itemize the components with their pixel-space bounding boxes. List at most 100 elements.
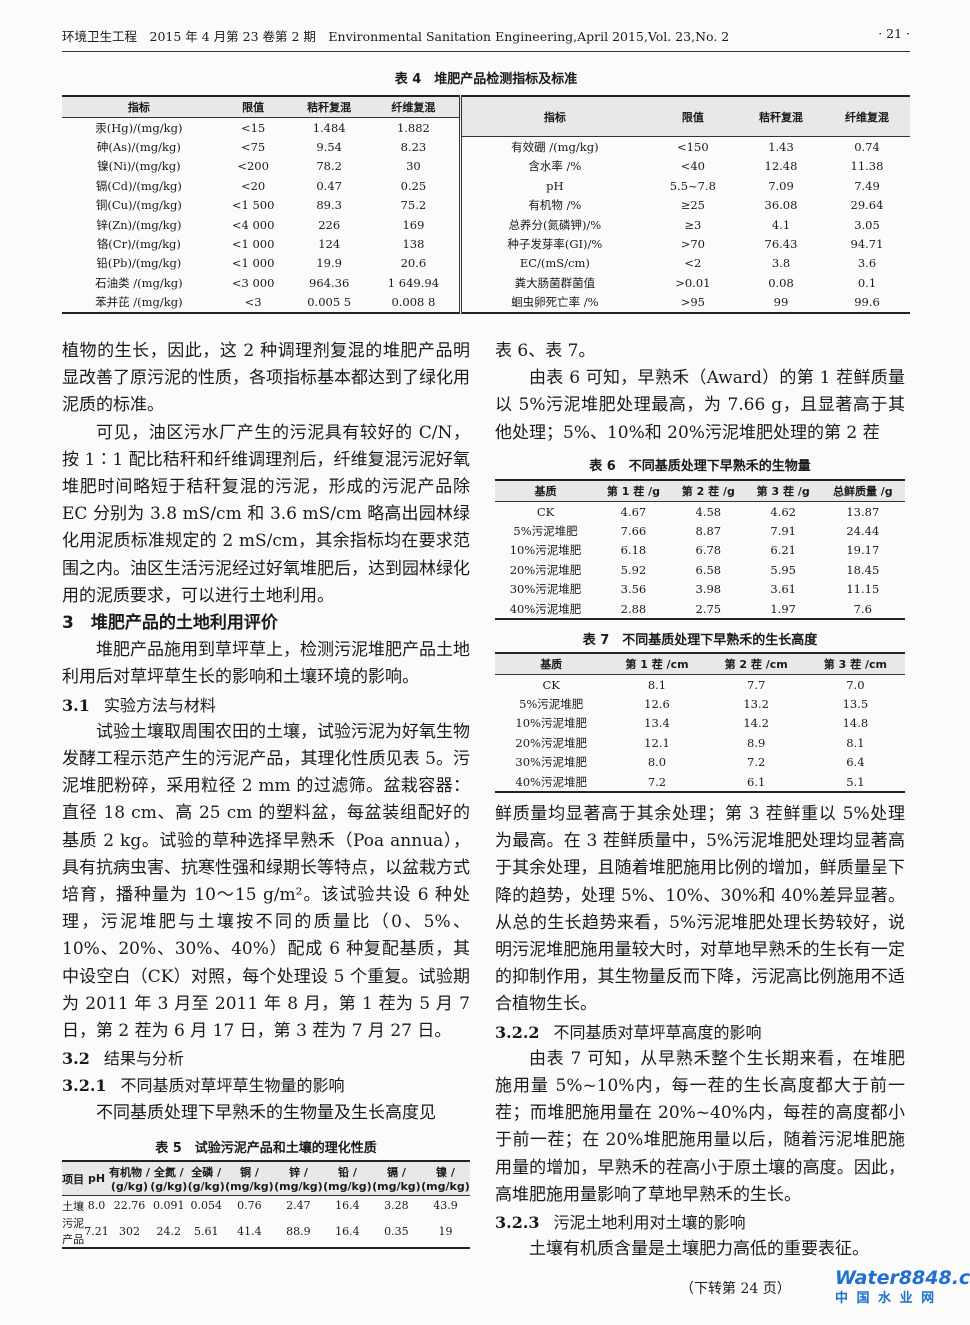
- column-header: 秸秆复混: [738, 96, 824, 138]
- column-header: 纤维复混: [367, 96, 461, 118]
- table-cell: <20: [240, 178, 266, 193]
- table-cell: 铬(Cr)/(mg/kg): [96, 237, 181, 252]
- table-cell: 6.1: [747, 774, 766, 789]
- table-cell: 苯并芘 /(mg/kg): [95, 295, 183, 310]
- table-row: 含水率 /% <40 12.48 11.38: [462, 157, 910, 176]
- right-column-top: 表 6、表 7。 由表 6 可知，早熟禾（Award）的第 1 茬鲜质量以 5%…: [495, 338, 905, 447]
- table-header-row: 指标 限值 秸秆复混 纤维复混: [62, 96, 461, 118]
- section-heading: 3 堆肥产品的土地利用评价: [62, 613, 278, 634]
- table-cell: <40: [680, 159, 705, 174]
- subsection-heading: 3.2.2 不同基质对草坪草高度的影响: [495, 1019, 905, 1046]
- table-cell: 5.61: [193, 1224, 219, 1238]
- table-cell: 7.66: [620, 524, 647, 539]
- heading-number: 3.1: [62, 695, 90, 715]
- table-row: 镉(Cd)/(mg/kg) <20 0.47 0.25: [62, 176, 461, 195]
- table-row: 20%污泥堆肥 12.1 8.9 8.1: [495, 733, 905, 752]
- table-cell: >0.01: [675, 275, 711, 290]
- table-cell: 14.8: [842, 716, 869, 731]
- table-cell: 0.25: [400, 178, 427, 193]
- table-cell: 6.58: [695, 562, 722, 577]
- column-header: 指标: [62, 96, 216, 118]
- right-column-bottom: 鲜质量均显著高于其余处理；第 3 茬鲜重以 5%处理为最高。在 3 茬鲜质量中，…: [495, 801, 905, 1263]
- table-cell: 3.05: [854, 217, 880, 232]
- table-cell: 30%污泥堆肥: [509, 582, 582, 597]
- table-cell: CK: [536, 504, 555, 519]
- table-cell: pH: [546, 178, 564, 193]
- table-cell: 0.74: [854, 140, 880, 155]
- table-header-row: 项目 pH 有机物 / (g/kg) 全氮 / (g/kg) 全磷 / (g/kg) 铜 …: [62, 1161, 470, 1196]
- table-header-row: 基质第 1 茬 /g 第 2 茬 /g 第 3 茬 /g 总鲜质量 /g: [495, 480, 905, 502]
- column-header: 基质: [495, 480, 597, 502]
- table-cell: 0.054: [190, 1199, 222, 1213]
- column-header: 全氮 / (g/kg): [150, 1161, 188, 1196]
- continued-note: （下转第 24 页）: [680, 1281, 791, 1297]
- table-cell: 16.4: [335, 1224, 360, 1238]
- table-cell: 30%污泥堆肥: [515, 755, 587, 770]
- table-cell: 10%污泥堆肥: [515, 716, 587, 731]
- table-cell: <75: [240, 140, 266, 155]
- journal-info: 环境卫生工程 2015 年 4 月第 23 卷第 2 期 Environment…: [62, 29, 730, 44]
- table-cell: 302: [118, 1224, 140, 1238]
- table-row: CK 4.67 4.58 4.62 13.87: [495, 502, 905, 522]
- table-cell: >95: [680, 295, 705, 310]
- table-row: 种子发芽率(GI)/% >70 76.43 94.71: [462, 234, 910, 253]
- table-cell: 40%污泥堆肥: [515, 774, 587, 789]
- table-cell: <15: [240, 120, 266, 135]
- heading-text: 结果与分析: [103, 1049, 184, 1069]
- table-cell: 19.17: [846, 543, 880, 558]
- table-row: 汞(Hg)/(mg/kg) <15 1.484 1.882: [62, 118, 461, 138]
- table-cell: CK: [542, 677, 560, 692]
- table-cell: 6.18: [620, 543, 647, 558]
- table-cell: 7.49: [854, 178, 880, 193]
- table-cell: 4.58: [695, 504, 722, 519]
- left-column: 植物的生长，因此，这 2 种调理剂复混的堆肥产品明显改善了原污泥的性质，各项指标…: [62, 338, 470, 1127]
- table-cell: 43.9: [433, 1199, 458, 1213]
- table-cell: 22.76: [113, 1199, 146, 1213]
- column-header: 限值: [215, 96, 291, 118]
- table-row: 土壤 8.0 22.76 0.091 0.054 0.76 2.47 16.4 3.28 43.9: [62, 1196, 470, 1216]
- table-cell: 964.36: [309, 275, 350, 290]
- table-cell: 3.61: [770, 582, 796, 597]
- column-header: pH: [84, 1161, 109, 1196]
- table-cell: 7.0: [846, 677, 865, 692]
- table-cell: 11.15: [846, 582, 880, 597]
- table-cell: 99: [773, 295, 789, 310]
- table-cell: 138: [402, 237, 425, 252]
- table-row: 40%污泥堆肥 7.2 6.1 5.1: [495, 772, 905, 792]
- table-cell: 7.09: [768, 178, 794, 193]
- table-cell: 污泥 产品: [62, 1217, 85, 1247]
- column-header: 锌 / (mg/kg): [273, 1161, 323, 1196]
- heading-number: 3.2: [62, 1049, 90, 1069]
- table-cell: 8.9: [747, 735, 766, 750]
- paragraph: 由表 7 可知，从早熟禾整个生长期来看，在堆肥施用量 5%~10%内，每一茬的生…: [495, 1048, 905, 1205]
- table-cell: 226: [318, 217, 341, 232]
- paragraph: 可见，油区污水厂产生的污泥具有较好的 C/N，按 1∶1 配比秸秆和纤维调理剂后…: [62, 422, 470, 606]
- heading-number: 3.2.3: [495, 1213, 540, 1233]
- paragraph: 由表 6 可知，早熟禾（Award）的第 1 茬鲜质量以 5%污泥堆肥处理最高，…: [495, 368, 905, 443]
- table-row: 铅(Pb)/(mg/kg) <1 000 19.9 20.6: [62, 254, 461, 273]
- table-cell: 2.88: [620, 601, 647, 616]
- table-row: 苯并芘 /(mg/kg) <3 0.005 5 0.008 8: [62, 293, 461, 313]
- column-header: 有机物 / (g/kg): [108, 1161, 151, 1196]
- table-row: CK 8.1 7.7 7.0: [495, 675, 905, 695]
- table-cell: <1 000: [231, 256, 275, 271]
- table-cell: 0.35: [384, 1224, 409, 1238]
- column-header: 镍 / (mg/kg): [420, 1161, 470, 1196]
- table-cell: 1.97: [770, 601, 796, 616]
- table-cell: 0.005 5: [307, 295, 352, 310]
- table-cell: 种子发芽率(GI)/%: [507, 237, 603, 252]
- table5: 项目 pH 有机物 / (g/kg) 全氮 / (g/kg) 全磷 / (g/kg) 铜 …: [62, 1160, 470, 1250]
- table-cell: 12.48: [764, 159, 798, 174]
- table-cell: 41.4: [237, 1224, 262, 1238]
- paragraph: 堆肥产品施用到草坪草上，检测污泥堆肥产品土地利用后对草坪草生长的影响和土壤环境的…: [62, 640, 470, 688]
- subsection-heading: 3.2.1 不同基质对草坪草生物量的影响: [62, 1072, 470, 1099]
- column-header: 铜 / (mg/kg): [224, 1161, 274, 1196]
- table-cell: 24.44: [846, 524, 880, 539]
- table-cell: 镍(Ni)/(mg/kg): [97, 159, 181, 174]
- heading-text: 实验方法与材料: [103, 695, 216, 715]
- table-row: pH 5.5~7.8 7.09 7.49: [462, 176, 910, 195]
- column-header: 镉 / (mg/kg): [371, 1161, 421, 1196]
- table-cell: 10%污泥堆肥: [509, 543, 582, 558]
- table-header-row: 指标 限值 秸秆复混 纤维复混: [462, 96, 910, 138]
